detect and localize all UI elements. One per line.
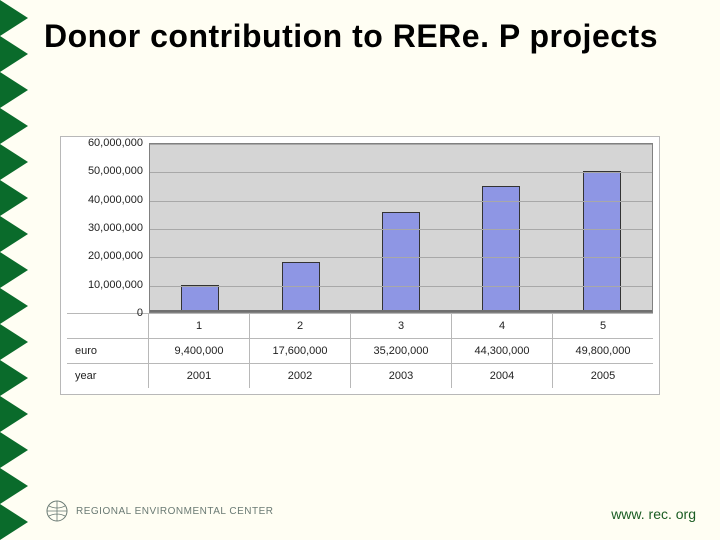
y-tick-label: 20,000,000 bbox=[67, 250, 143, 262]
footer-logo-text: REGIONAL ENVIRONMENTAL CENTER bbox=[76, 506, 274, 517]
gridline bbox=[150, 257, 652, 258]
bar-cell bbox=[250, 144, 350, 312]
slide-title: Donor contribution to RERe. P projects bbox=[44, 18, 704, 55]
footer-logo: REGIONAL ENVIRONMENTAL CENTER bbox=[46, 500, 274, 522]
gridline bbox=[150, 144, 652, 145]
data-cell: 44,300,000 bbox=[452, 339, 553, 363]
chart-plot bbox=[149, 143, 653, 313]
y-axis-labels: 010,000,00020,000,00030,000,00040,000,00… bbox=[67, 143, 149, 313]
x-category-cell: 3 bbox=[351, 314, 452, 338]
bar bbox=[482, 186, 520, 312]
data-cell: 2001 bbox=[149, 364, 250, 388]
bar-cell bbox=[351, 144, 451, 312]
gridline bbox=[150, 229, 652, 230]
gridline bbox=[150, 286, 652, 287]
bar bbox=[282, 262, 320, 312]
data-row-label: euro bbox=[67, 339, 149, 363]
data-row-label: year bbox=[67, 364, 149, 388]
footer-url: www. rec. org bbox=[611, 506, 696, 522]
bar-cell bbox=[552, 144, 652, 312]
data-cell: 2005 bbox=[553, 364, 653, 388]
x-category-cells: 12345 bbox=[149, 314, 653, 338]
chart-container: 0 10,000,000 20,000,000 30,000,000 40,000,00… bbox=[60, 136, 660, 395]
x-category-cell: 1 bbox=[149, 314, 250, 338]
data-cell: 2002 bbox=[250, 364, 351, 388]
bar bbox=[382, 212, 420, 312]
bar bbox=[583, 171, 621, 312]
zigzag-border bbox=[0, 0, 28, 540]
bar-cell bbox=[451, 144, 551, 312]
y-tick-label: 0 bbox=[67, 307, 143, 319]
bar-cell bbox=[150, 144, 250, 312]
data-row: euro9,400,00017,600,00035,200,00044,300,… bbox=[67, 338, 653, 363]
data-row-cells: 20012002200320042005 bbox=[149, 364, 653, 388]
data-cell: 17,600,000 bbox=[250, 339, 351, 363]
x-categories-row: 12345 bbox=[67, 313, 653, 338]
y-tick-label: 40,000,000 bbox=[67, 194, 143, 206]
data-cell: 2004 bbox=[452, 364, 553, 388]
data-cell: 2003 bbox=[351, 364, 452, 388]
y-tick-label: 50,000,000 bbox=[67, 165, 143, 177]
y-tick-label: 30,000,000 bbox=[67, 222, 143, 234]
bars-group bbox=[150, 144, 652, 312]
data-cell: 9,400,000 bbox=[149, 339, 250, 363]
y-tick-label: 60,000,000 bbox=[67, 137, 143, 149]
x-category-cell: 2 bbox=[250, 314, 351, 338]
baseline bbox=[150, 310, 652, 312]
data-cell: 35,200,000 bbox=[351, 339, 452, 363]
x-category-cell: 5 bbox=[553, 314, 653, 338]
globe-icon bbox=[46, 500, 68, 522]
x-category-cell: 4 bbox=[452, 314, 553, 338]
gridline bbox=[150, 201, 652, 202]
gridline bbox=[150, 172, 652, 173]
data-row-cells: 9,400,00017,600,00035,200,00044,300,0004… bbox=[149, 339, 653, 363]
data-row: year20012002200320042005 bbox=[67, 363, 653, 388]
chart-area: 010,000,00020,000,00030,000,00040,000,00… bbox=[67, 143, 653, 313]
y-tick-label: 10,000,000 bbox=[67, 279, 143, 291]
data-cell: 49,800,000 bbox=[553, 339, 653, 363]
bar bbox=[181, 285, 219, 312]
